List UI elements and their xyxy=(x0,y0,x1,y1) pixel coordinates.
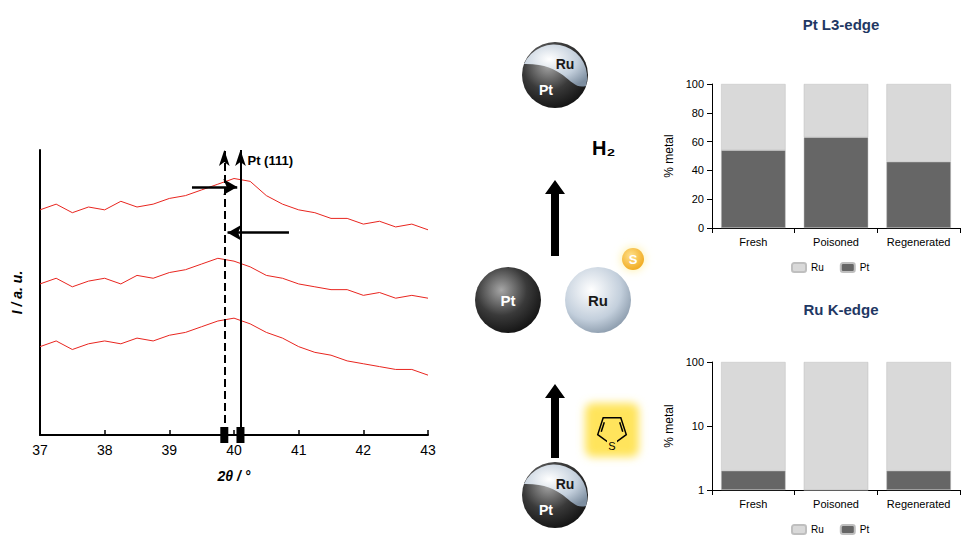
svg-text:Pt: Pt xyxy=(860,524,870,535)
svg-text:Ru: Ru xyxy=(811,524,824,535)
svg-text:40: 40 xyxy=(692,164,704,176)
svg-text:80: 80 xyxy=(692,107,704,119)
svg-text:37: 37 xyxy=(32,442,48,458)
svg-text:Pt: Pt xyxy=(501,292,516,309)
svg-text:% metal: % metal xyxy=(662,404,676,447)
svg-text:Ru: Ru xyxy=(811,262,824,273)
svg-text:41: 41 xyxy=(291,442,307,458)
svg-text:Pt L3-edge: Pt L3-edge xyxy=(803,16,880,33)
svg-text:43: 43 xyxy=(420,442,436,458)
svg-text:Ru K-edge: Ru K-edge xyxy=(804,301,879,318)
svg-text:42: 42 xyxy=(356,442,372,458)
svg-text:Pt: Pt xyxy=(539,502,553,518)
svg-text:1: 1 xyxy=(698,484,704,496)
svg-text:60: 60 xyxy=(692,136,704,148)
svg-text:40: 40 xyxy=(226,442,242,458)
svg-text:Pt: Pt xyxy=(860,262,870,273)
svg-text:0: 0 xyxy=(698,222,704,234)
svg-text:38: 38 xyxy=(97,442,113,458)
svg-text:Fresh: Fresh xyxy=(739,236,767,248)
svg-text:I / a. u.: I / a. u. xyxy=(9,271,25,315)
svg-text:S: S xyxy=(629,252,638,267)
svg-text:Ru: Ru xyxy=(588,292,608,309)
svg-text:Regenerated: Regenerated xyxy=(887,498,951,510)
svg-text:10: 10 xyxy=(692,420,704,432)
svg-text:100: 100 xyxy=(686,356,704,368)
svg-text:Pt: Pt xyxy=(539,82,553,98)
svg-text:20: 20 xyxy=(692,193,704,205)
svg-text:100: 100 xyxy=(686,78,704,90)
svg-text:Poisoned: Poisoned xyxy=(813,498,859,510)
svg-text:S: S xyxy=(608,440,615,452)
svg-text:% metal: % metal xyxy=(662,134,676,177)
svg-text:Fresh: Fresh xyxy=(739,498,767,510)
svg-text:Poisoned: Poisoned xyxy=(813,236,859,248)
svg-text:39: 39 xyxy=(162,442,178,458)
svg-text:H₂: H₂ xyxy=(592,137,615,159)
svg-text:Regenerated: Regenerated xyxy=(887,236,951,248)
svg-text:Pt (111): Pt (111) xyxy=(247,153,293,168)
svg-text:Ru: Ru xyxy=(556,476,575,492)
svg-text:Ru: Ru xyxy=(556,56,575,72)
svg-text:2θ / °: 2θ / ° xyxy=(217,468,251,484)
